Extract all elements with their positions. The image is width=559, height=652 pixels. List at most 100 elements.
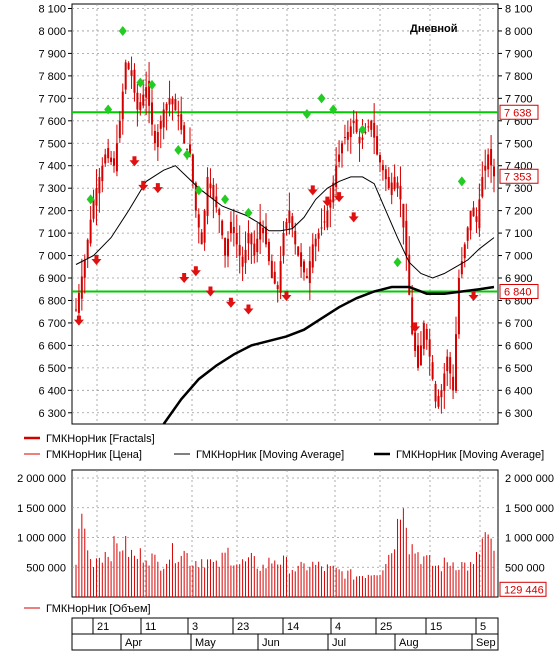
last-price-label: 7 353 [504,171,532,183]
candle-body [148,80,151,106]
price-ytick-label-left: 7 000 [38,251,66,263]
fractal-up-marker [118,25,127,36]
candle-body [270,260,273,279]
fractal-up-marker [457,176,466,187]
date-day-label: 21 [97,621,109,633]
date-day-label: 4 [335,621,341,633]
candle-body [399,185,402,200]
candle-body [256,238,259,253]
price-ytick-label-right: 8 000 [505,26,533,38]
candle-body [118,120,121,139]
fractal-down-marker [281,290,292,301]
candle-body [294,230,297,245]
volume-ytick-label-right: 500 000 [505,562,545,574]
candle-body [101,165,104,182]
date-day-label: 5 [480,621,486,633]
price-ytick-label-left: 8 000 [38,26,66,38]
candle-body [466,227,469,241]
candle-body [434,383,437,402]
candle-body [463,244,466,259]
fractal-down-marker [307,185,318,196]
candle-body [83,260,86,278]
fractal-down-marker [138,180,149,191]
price-ytick-label-right: 6 500 [505,363,533,375]
price-ytick-label-right: 7 500 [505,138,533,150]
price-ytick-label-left: 6 400 [38,385,66,397]
candle-body [244,249,247,263]
candle-body [142,94,145,106]
volume-ytick-label-left: 1 500 000 [17,503,66,515]
candle-body [121,91,124,120]
fractal-up-marker [317,93,326,104]
candle-body [314,238,317,247]
candle-body [98,176,101,194]
price-legend: ГМКНорНик [Fractals] ГМКНорНик [Цена] ГМ… [24,433,544,461]
candle-body [297,246,300,256]
candle-body [414,332,417,352]
candle-body [373,122,376,138]
candle-body [250,233,253,245]
candle-body [174,98,177,111]
price-ytick-label-left: 6 600 [38,340,66,352]
fractal-down-marker [322,196,333,207]
candle-body [168,98,171,105]
price-ytick-label-right: 6 900 [505,273,533,285]
price-ytick-label-left: 6 900 [38,273,66,285]
candle-body [487,154,490,170]
candle-body [227,238,229,257]
candle-body [343,137,346,139]
last-price-tag [499,168,539,184]
candle-body [232,226,235,234]
candle-body [136,92,139,110]
candle-body [475,216,478,222]
price-ytick-label-left: 7 700 [38,93,66,105]
candle-body [133,69,136,93]
volume-ytick-label-left: 500 000 [26,562,66,574]
candle-body [197,214,200,228]
fractal-down-marker [334,192,345,203]
last-volume-tag [499,581,547,597]
candle-body [303,261,305,273]
price-ytick-label-right: 7 900 [505,48,533,60]
fractal-down-marker [243,304,254,315]
volume-ytick-label-left: 1 000 000 [17,533,66,545]
candle-body [346,132,349,140]
candle-body [352,120,355,124]
price-ytick-label-left: 6 500 [38,363,66,375]
fractal-down-marker [348,212,359,223]
price-ytick-label-right: 6 300 [505,408,533,420]
candle-body [381,164,384,171]
level-tag [499,104,539,120]
moving-average-thick-line [162,285,495,425]
fractal-down-marker [468,290,479,301]
price-panel [71,3,499,425]
candle-body [452,376,455,391]
candle-body [262,227,265,234]
fractal-up-marker [183,149,192,160]
date-month-label: Apr [125,637,142,649]
candle-body [484,165,487,171]
candle-body [77,292,80,313]
legend-ma-thick: ГМКНорНик [Moving Average] [396,449,544,461]
date-month-label: Aug [399,637,419,649]
candle-body [291,216,294,228]
price-ytick-label-left: 7 400 [38,161,66,173]
candle-body [75,309,77,311]
candle-body [92,199,95,219]
candle-body [221,220,224,236]
candle-body [460,261,463,275]
candle-body [300,252,303,267]
candle-body [376,136,379,155]
candle-body [384,169,387,180]
fractal-up-marker [136,77,145,88]
candle-body [428,339,431,357]
date-day-label: 3 [192,621,198,633]
price-ytick-label-right: 7 200 [505,206,533,218]
candle-body [422,322,425,349]
candle-body [396,182,399,189]
candle-body [115,143,118,172]
candle-body [320,227,323,229]
price-ytick-label-left: 7 500 [38,138,66,150]
price-ytick-label-left: 7 300 [38,183,66,195]
